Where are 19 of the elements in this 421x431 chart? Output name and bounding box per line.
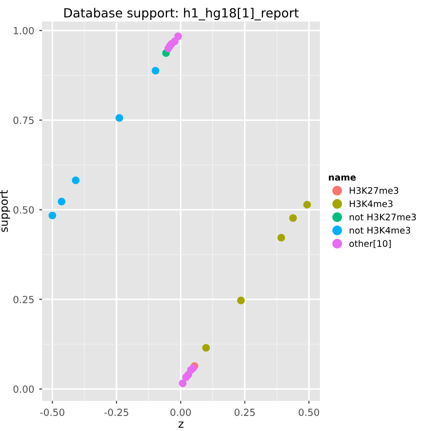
y-tick-label: 0.25: [13, 296, 34, 304]
y-axis-title: support: [0, 190, 10, 232]
x-axis-title: z: [178, 422, 184, 428]
x-tick-label: 0.25: [234, 408, 255, 416]
y-tick-label: 1.00: [14, 26, 34, 34]
x-tick-label: -0.25: [104, 408, 128, 416]
legend-label: not H3K4me3: [350, 226, 410, 234]
legend-label: other[10]: [349, 240, 391, 248]
legend-title: name: [328, 176, 356, 181]
legend-label: H3K4me3: [350, 200, 392, 208]
legend-label: H3K27me3: [350, 187, 398, 194]
y-tick-label: 0.50: [13, 206, 34, 214]
x-tick-label: -0.50: [40, 408, 64, 416]
x-tick-label: 0.00: [170, 408, 191, 416]
chart-title: Database support: h1_hg18[1]_report: [64, 8, 299, 20]
y-tick-label: 0.00: [13, 385, 34, 393]
x-tick-label: 0.50: [298, 408, 320, 416]
legend-label: not H3K27me3: [350, 214, 416, 220]
y-tick-label: 0.75: [13, 116, 34, 124]
